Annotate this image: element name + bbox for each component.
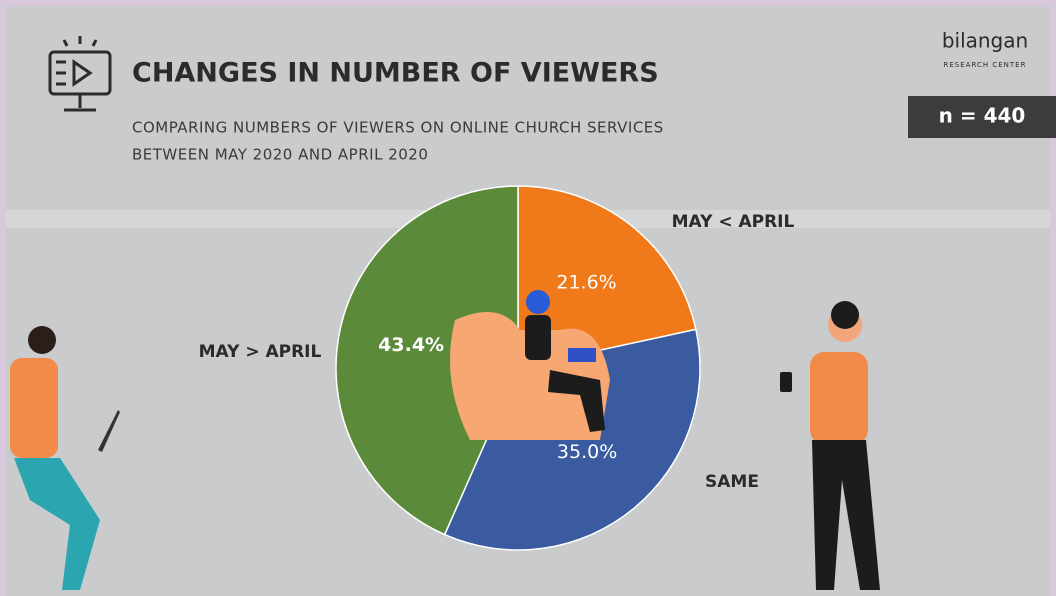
chart-title: CHANGES IN NUMBER OF VIEWERS	[132, 58, 659, 89]
sample-size: n = 440	[939, 104, 1026, 128]
page: {"chart_data": {"type": "pie", "title": …	[0, 0, 1056, 596]
value-label: 21.6%	[556, 271, 616, 293]
subtitle-line: COMPARING NUMBERS OF VIEWERS ON ONLINE C…	[132, 119, 664, 137]
brand-tagline: RESEARCH CENTER	[944, 61, 1027, 69]
value-label: 43.4%	[378, 334, 444, 356]
chart: CHANGES IN NUMBER OF VIEWERS COMPARING N…	[0, 0, 1056, 596]
category-label: MAY < APRIL	[672, 212, 795, 232]
subtitle-line: BETWEEN MAY 2020 AND APRIL 2020	[132, 146, 428, 164]
brand: bilangan	[942, 29, 1028, 53]
category-label: MAY > APRIL	[199, 342, 322, 362]
category-label: SAME	[705, 472, 759, 492]
value-label: 35.0%	[557, 441, 617, 463]
